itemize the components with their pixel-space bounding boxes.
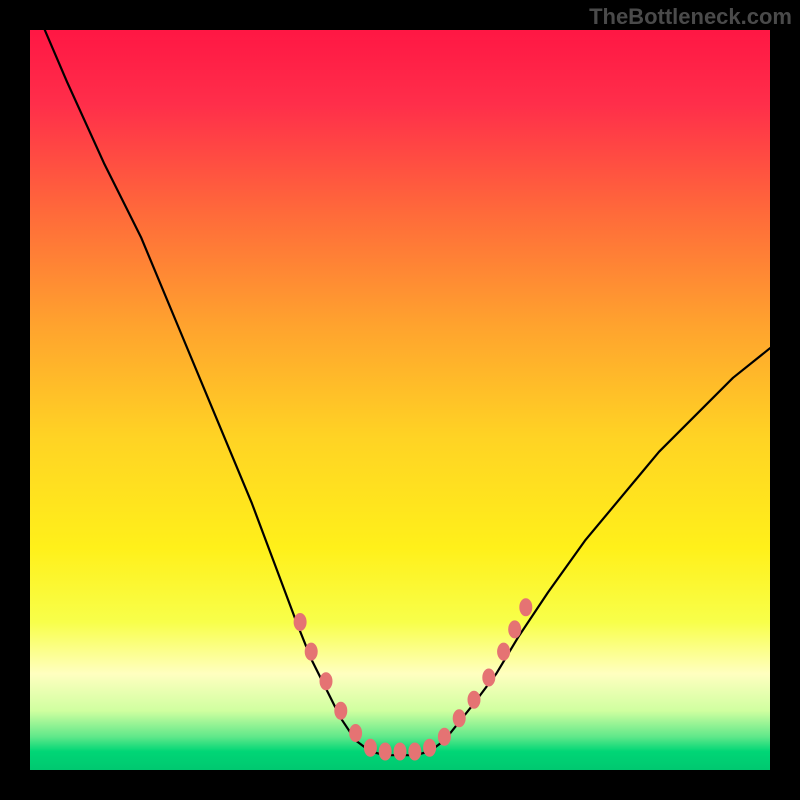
curve-marker [305,643,318,661]
curve-marker [294,613,307,631]
curve-marker [482,669,495,687]
bottleneck-chart: TheBottleneck.com [0,0,800,800]
curve-marker [453,709,466,727]
curve-marker [423,739,436,757]
curve-marker [394,743,407,761]
watermark-text: TheBottleneck.com [589,4,792,30]
curve-marker [334,702,347,720]
curve-marker [364,739,377,757]
plot-area [30,30,770,770]
curve-marker [408,743,421,761]
curve-marker [320,672,333,690]
chart-svg [0,0,800,800]
curve-marker [497,643,510,661]
curve-marker [519,598,532,616]
curve-marker [379,743,392,761]
curve-marker [508,620,521,638]
curve-marker [349,724,362,742]
curve-marker [468,691,481,709]
curve-marker [438,728,451,746]
